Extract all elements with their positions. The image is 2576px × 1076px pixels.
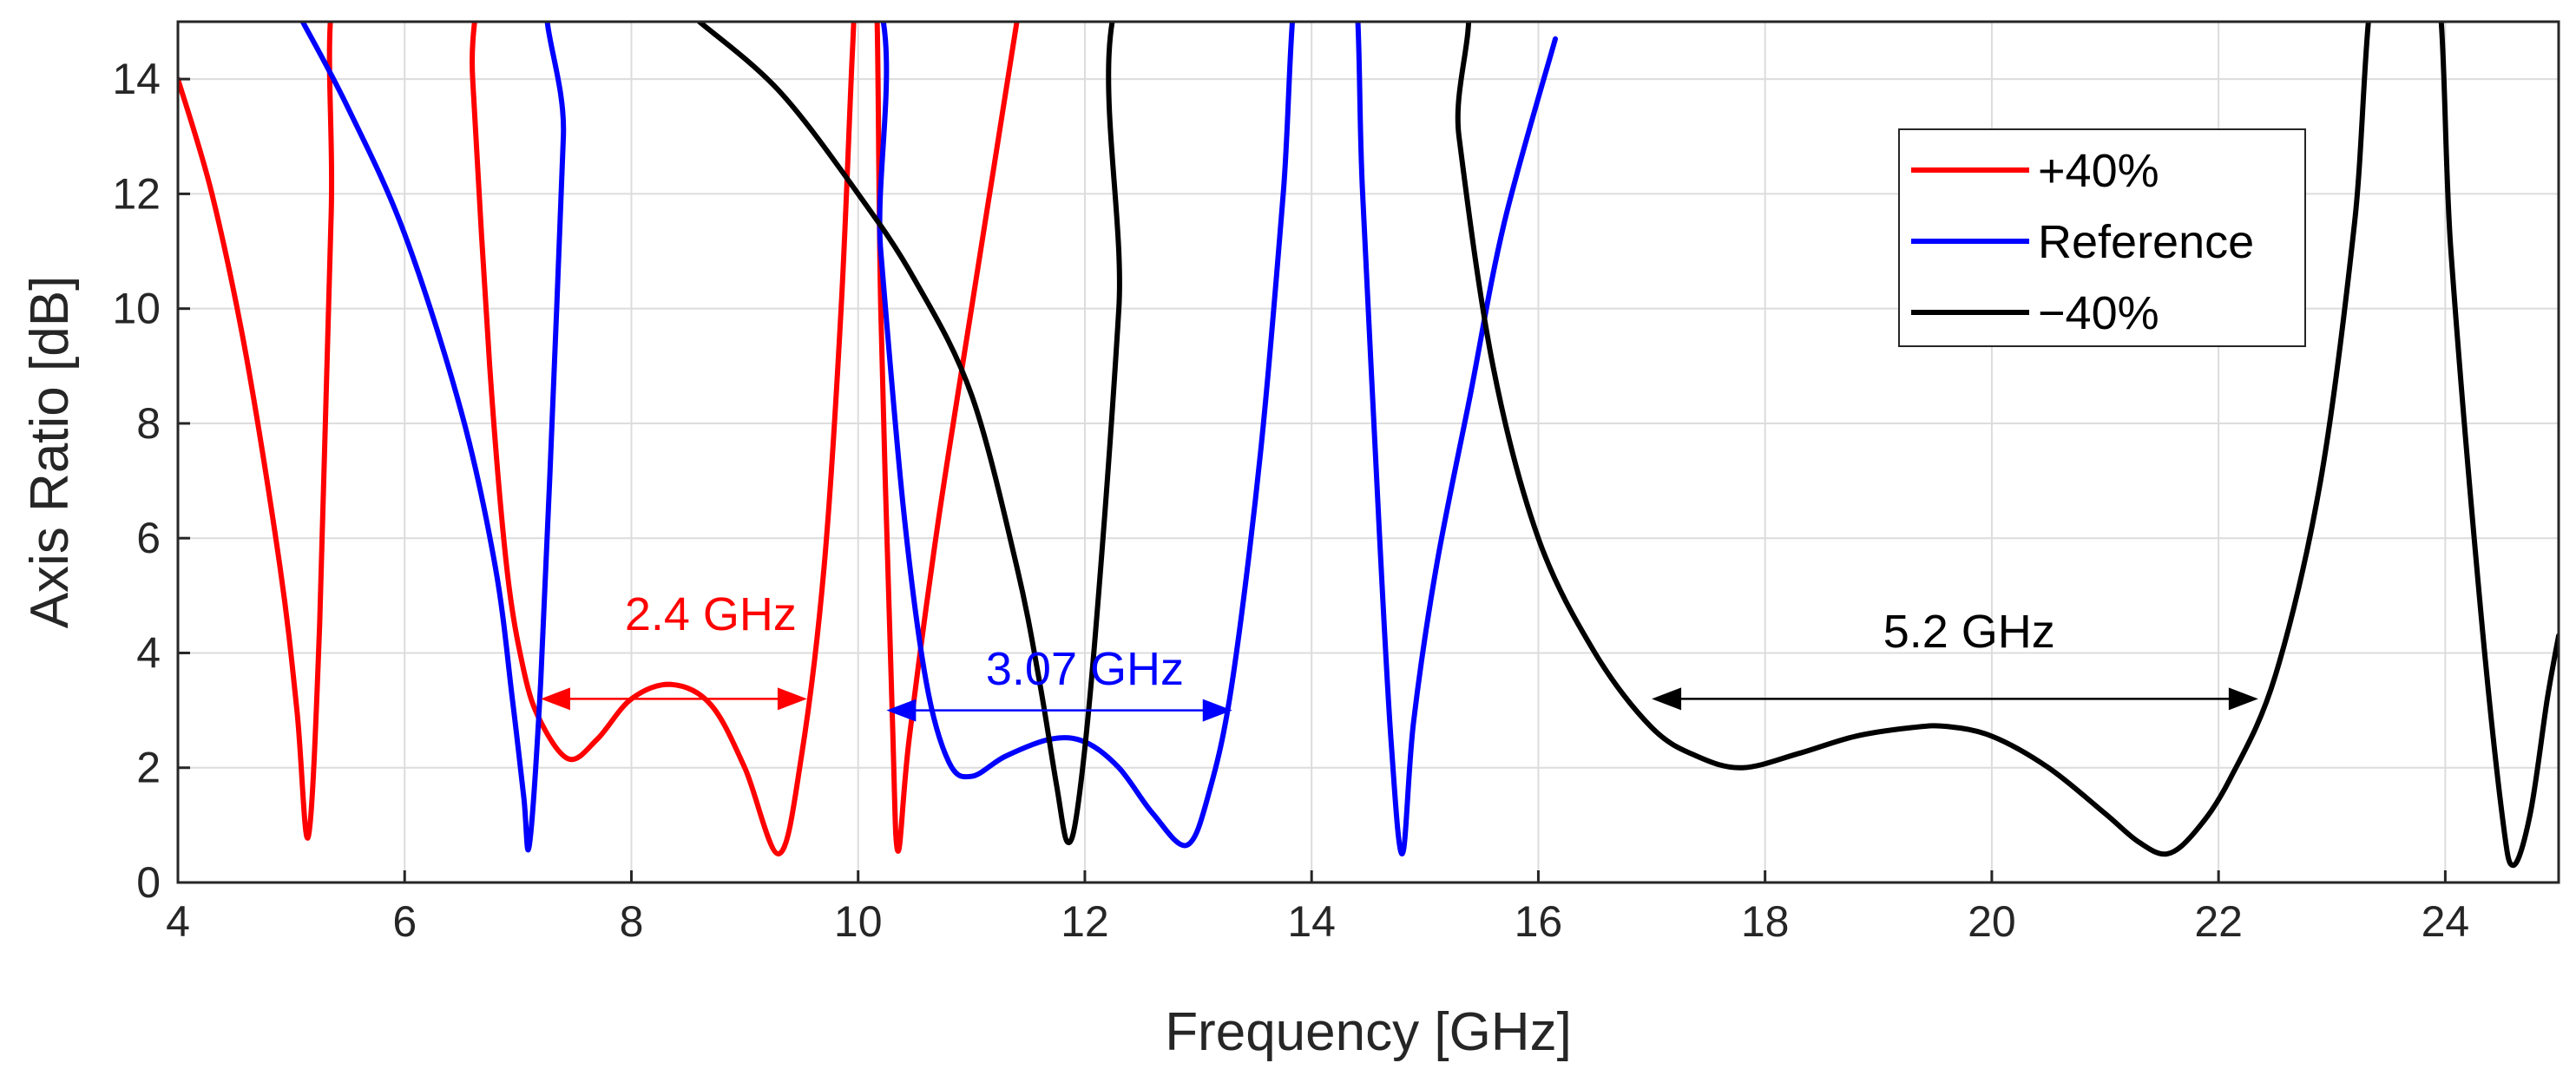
series-layer: [178, 22, 2559, 869]
legend-label: +40%: [2038, 145, 2159, 197]
y-tick-label: 8: [136, 399, 161, 448]
y-tick-label: 14: [112, 55, 161, 103]
y-tick-label: 6: [136, 514, 161, 562]
arrow-head-left: [1652, 687, 1682, 711]
x-tick-label: 6: [392, 897, 417, 946]
x-tick-label: 14: [1287, 897, 1336, 946]
bandwidth-reference-annotation: 3.07 GHz: [886, 643, 1232, 722]
bandwidth-label: 5.2 GHz: [1883, 606, 2055, 658]
legend-item-reference: Reference: [1911, 216, 2254, 268]
legend: +40% Reference −40%: [1898, 128, 2306, 347]
legend-item-minus-40: −40%: [1911, 287, 2159, 339]
x-axis-label: Frequency [GHz]: [1165, 1002, 1572, 1062]
x-tick-label: 20: [1968, 897, 2016, 946]
legend-items: +40% Reference −40%: [1911, 145, 2254, 339]
x-tick-label: 16: [1515, 897, 1563, 946]
series-reference-line: [299, 22, 1558, 856]
x-tick-label: 22: [2194, 897, 2243, 946]
x-tick-label: 8: [620, 897, 644, 946]
y-tick-label: 0: [136, 858, 161, 907]
y-tick-label: 10: [112, 285, 161, 333]
y-tick-label: 2: [136, 744, 161, 792]
y-axis-ticks: 0 2 4 6 8 10 12 14: [112, 55, 190, 907]
y-axis-label: Axis Ratio [dB]: [20, 276, 80, 629]
legend-label: −40%: [2038, 287, 2159, 339]
bandwidth-plus-40-annotation: 2.4 GHz: [540, 588, 807, 711]
annotations: 2.4 GHz 3.07 GHz 5.2 GHz: [540, 588, 2258, 722]
bandwidth-label: 3.07 GHz: [986, 643, 1184, 695]
arrow-head-right: [777, 687, 807, 711]
x-tick-label: 10: [834, 897, 883, 946]
bandwidth-minus-40-annotation: 5.2 GHz: [1652, 606, 2258, 711]
arrow-head-left: [886, 699, 917, 722]
series-minus-40-line: [696, 22, 2559, 869]
x-tick-label: 12: [1061, 897, 1109, 946]
plot-area: [178, 22, 2559, 869]
bandwidth-label: 2.4 GHz: [625, 588, 797, 640]
y-tick-label: 12: [112, 169, 161, 218]
arrow-head-right: [1202, 699, 1232, 722]
legend-label: Reference: [2038, 216, 2254, 268]
x-tick-label: 24: [2422, 897, 2470, 946]
x-axis-ticks: 4 6 8 10 12 14 16 18 20 22 24: [166, 870, 2469, 946]
legend-item-plus-40: +40%: [1911, 145, 2159, 197]
axis-frame: [176, 20, 2560, 884]
y-tick-label: 4: [136, 628, 161, 677]
arrow-head-left: [540, 687, 570, 711]
series-plus-40-line: [178, 22, 1020, 856]
x-tick-label: 4: [166, 897, 190, 946]
arrow-head-right: [2228, 687, 2258, 711]
x-tick-label: 18: [1741, 897, 1790, 946]
